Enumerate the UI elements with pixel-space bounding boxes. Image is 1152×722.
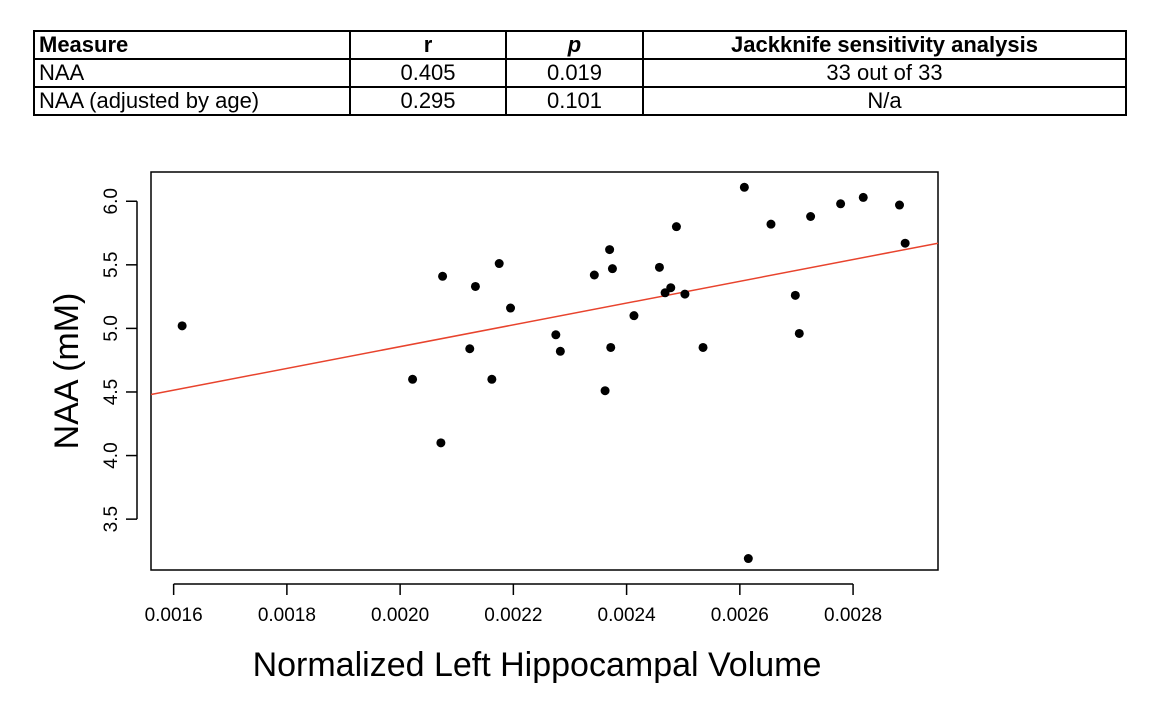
data-point [494, 259, 504, 269]
x-tick-label: 0.0022 [484, 605, 542, 626]
data-point [605, 245, 615, 255]
data-point [766, 219, 776, 229]
cell-jackknife: N/a [642, 86, 1127, 116]
data-point [465, 344, 475, 354]
cell-jackknife: 33 out of 33 [642, 58, 1127, 88]
x-tick-label: 0.0026 [711, 605, 769, 626]
data-point [470, 281, 480, 291]
data-point [654, 262, 664, 272]
data-point [408, 374, 418, 384]
x-tick-label: 0.0028 [824, 605, 882, 626]
data-point [739, 182, 749, 192]
data-point [806, 212, 816, 222]
data-point [858, 192, 868, 202]
data-point [629, 311, 639, 321]
cell-r: 0.405 [349, 58, 507, 88]
table-row: NAA (adjusted by age) 0.295 0.101 N/a [33, 86, 1127, 116]
data-point [438, 271, 448, 281]
data-point [790, 290, 800, 300]
table-row: NAA 0.405 0.019 33 out of 33 [33, 58, 1127, 88]
data-point [666, 283, 676, 293]
data-points [177, 182, 910, 564]
cell-p: 0.101 [505, 86, 644, 116]
x-axis: 0.0016 0.0018 0.0020 0.0022 0.0024 0.0026 0.00… [145, 583, 882, 626]
x-tick-label: 0.0016 [145, 605, 203, 626]
data-point [177, 321, 187, 331]
y-axis: 3.5 4.0 4.5 5.0 5.5 6.0 [101, 188, 138, 532]
cell-r: 0.295 [349, 86, 507, 116]
data-point [551, 330, 561, 340]
cell-measure: NAA [33, 58, 351, 88]
y-tick-label: 4.5 [101, 379, 122, 405]
header-jackknife: Jackknife sensitivity analysis [642, 30, 1127, 60]
results-table: Measure r p Jackknife sensitivity analys… [33, 30, 1127, 116]
data-point [743, 554, 753, 564]
data-point [589, 270, 599, 280]
data-point [506, 303, 516, 313]
table-header-row: Measure r p Jackknife sensitivity analys… [33, 30, 1127, 60]
x-tick-label: 0.0018 [258, 605, 316, 626]
data-point [680, 289, 690, 299]
x-axis-label: Normalized Left Hippocampal Volume [253, 646, 822, 684]
x-tick-label: 0.0024 [598, 605, 657, 626]
data-point [794, 328, 804, 338]
y-axis-label: NAA (mM) [48, 293, 86, 450]
data-point [607, 264, 617, 274]
y-tick-label: 6.0 [101, 188, 122, 214]
x-tick-label: 0.0020 [371, 605, 429, 626]
data-point [698, 342, 708, 352]
y-tick-label: 5.0 [101, 315, 122, 341]
header-measure: Measure [33, 30, 351, 60]
regression-line [150, 242, 939, 396]
data-point [606, 342, 616, 352]
plot-frame [150, 171, 939, 571]
data-point [900, 238, 910, 248]
data-point [600, 386, 610, 396]
y-tick-label: 4.0 [101, 442, 122, 468]
data-point [487, 374, 497, 384]
scatter-chart: 0.0016 0.0018 0.0020 0.0022 0.0024 0.0026 0.00… [48, 171, 939, 684]
header-r: r [349, 30, 507, 60]
header-p: p [505, 30, 644, 60]
data-point [836, 199, 846, 209]
data-point [671, 222, 681, 232]
y-tick-label: 5.5 [101, 252, 122, 278]
cell-p: 0.019 [505, 58, 644, 88]
y-tick-label: 3.5 [101, 506, 122, 532]
data-point [555, 346, 565, 356]
cell-measure: NAA (adjusted by age) [33, 86, 351, 116]
data-point [894, 200, 904, 210]
data-point [436, 438, 446, 448]
